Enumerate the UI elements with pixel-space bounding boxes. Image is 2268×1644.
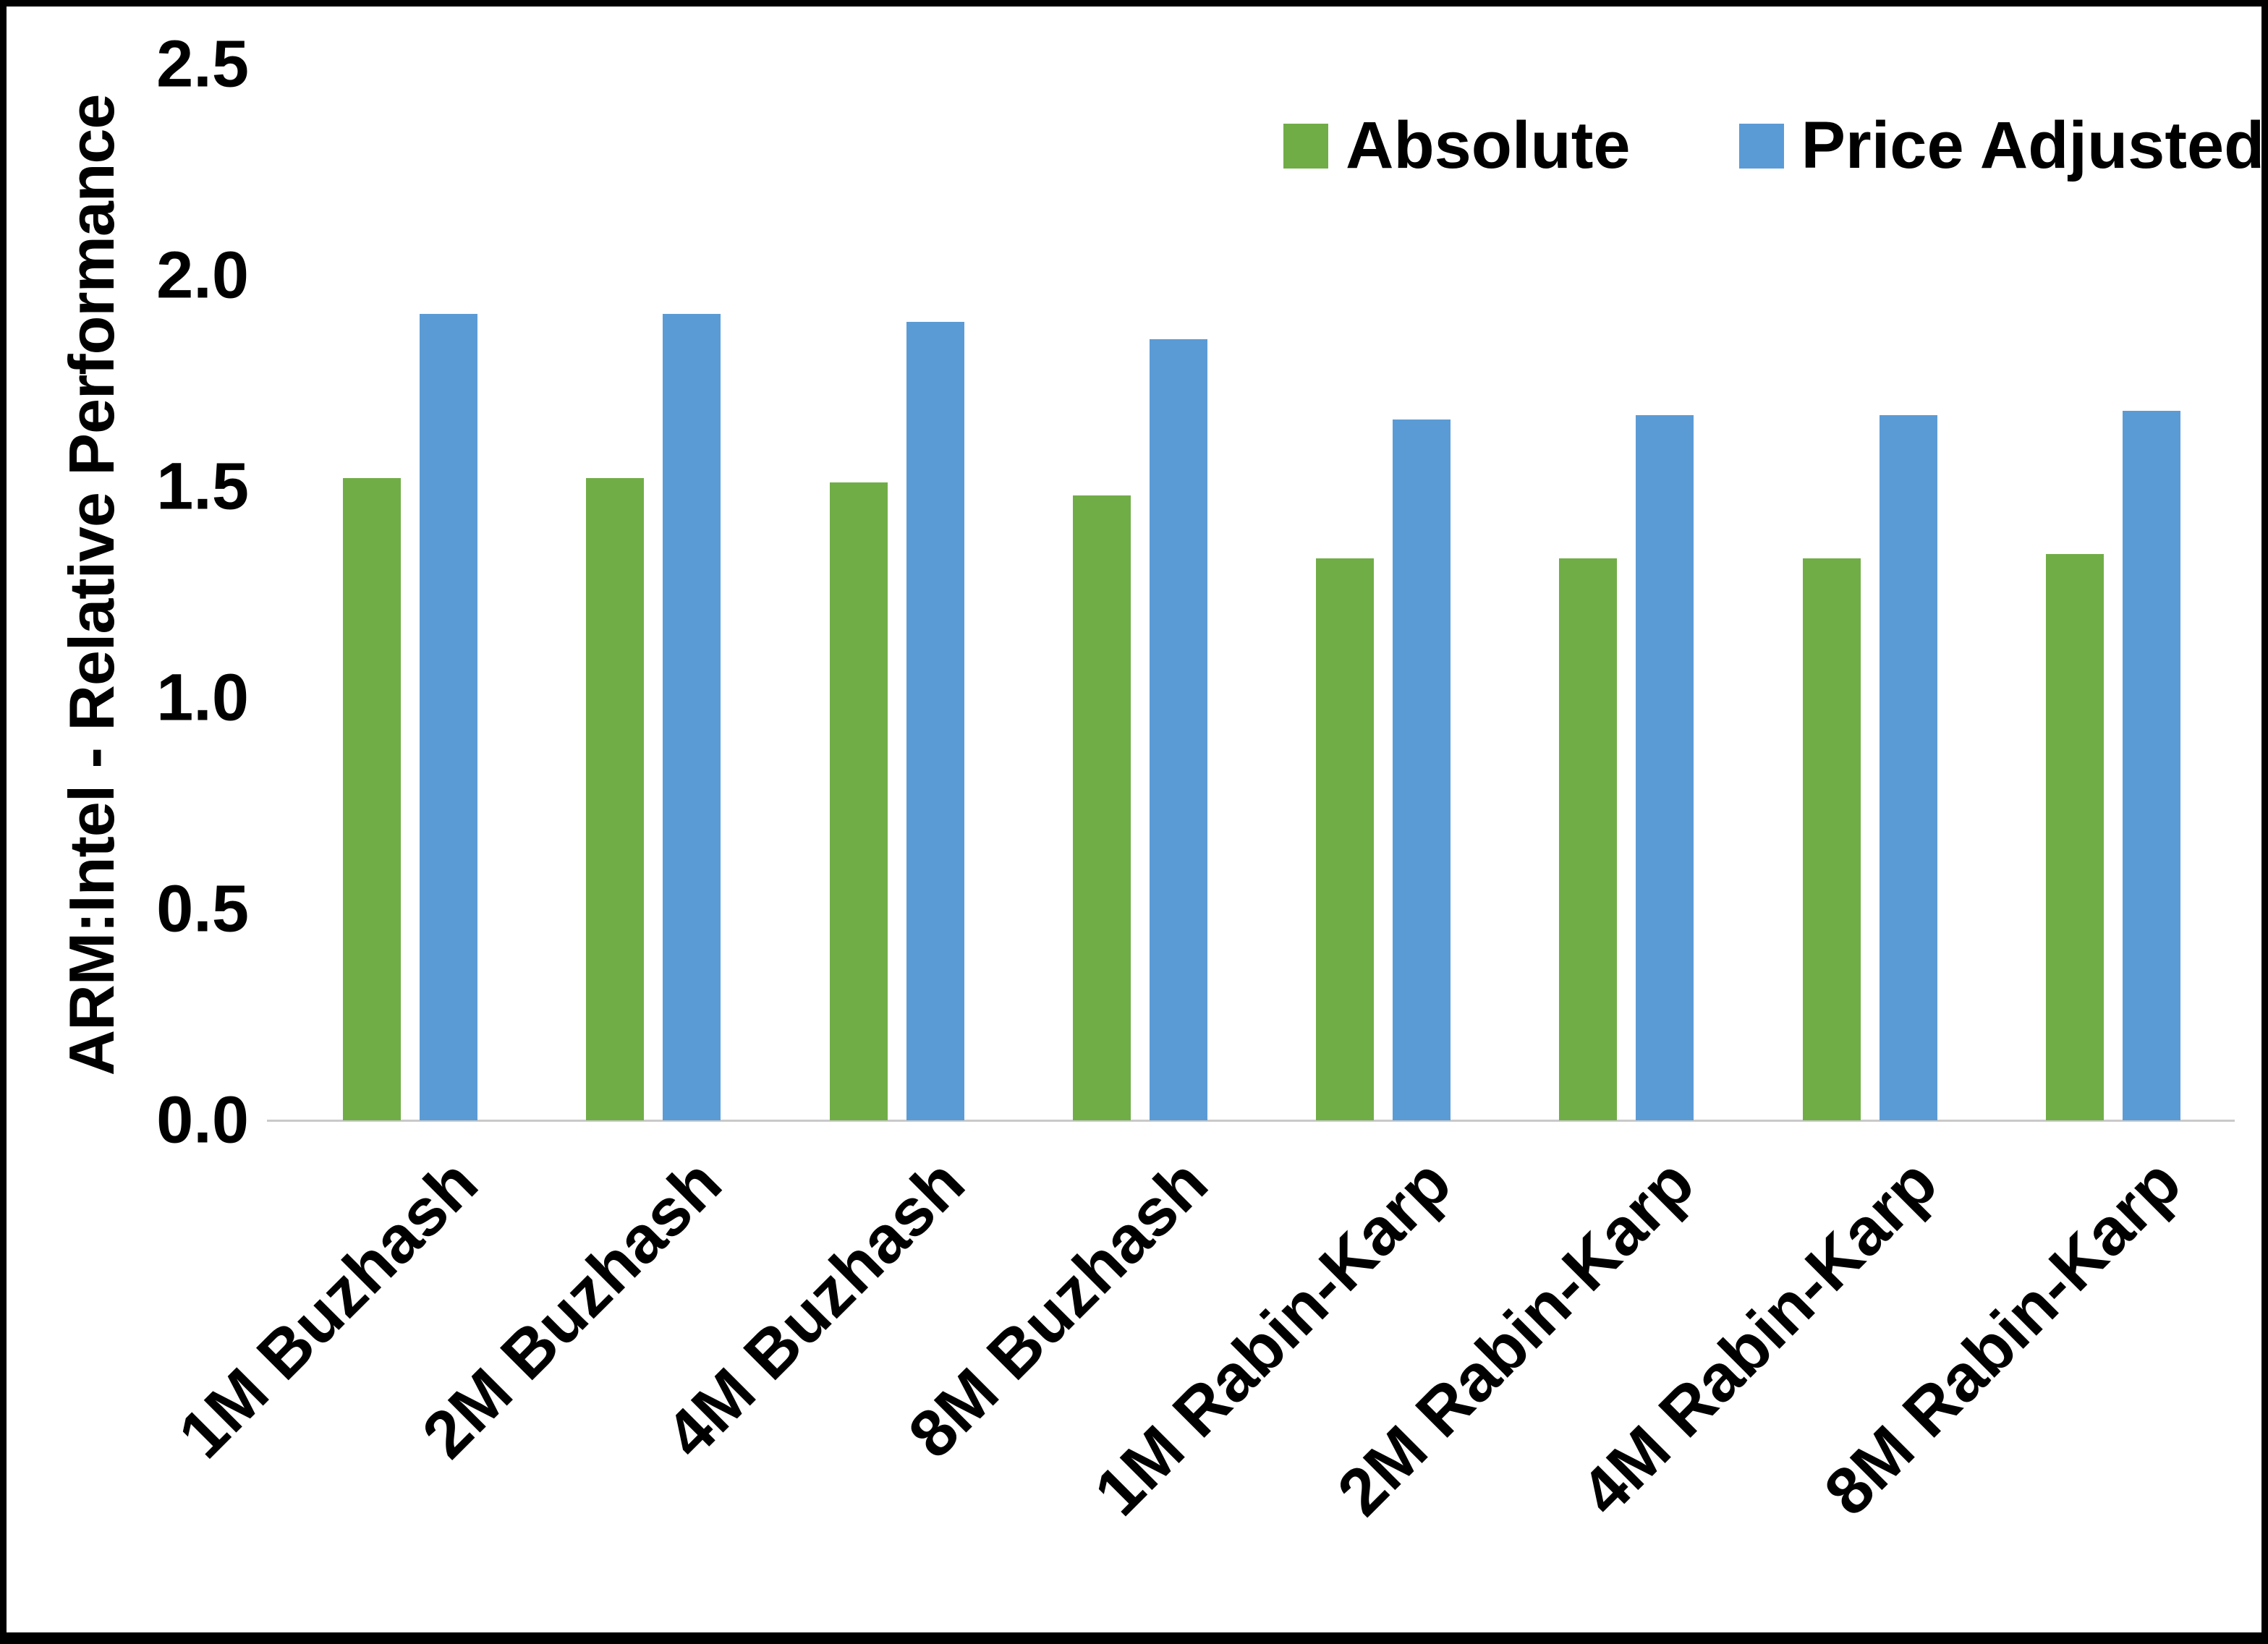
bar-absolute [829,482,888,1120]
y-tick-label: 1.5 [156,449,249,524]
bar-absolute [1559,558,1618,1120]
legend-item-price-adjusted: Price Adjusted [1738,108,2265,184]
y-tick-label: 0.5 [156,872,249,946]
bar-absolute [586,478,645,1120]
bar-price-adjusted [1879,414,1937,1120]
bar-absolute [1072,495,1131,1120]
legend-item-absolute: Absolute [1283,108,1631,184]
bar-price-adjusted [906,322,964,1120]
bar-price-adjusted [1149,338,1207,1120]
y-tick-label: 2.5 [156,27,249,101]
bar-absolute [1802,558,1861,1120]
y-tick-label: 2.0 [156,238,249,312]
bar-absolute [343,478,402,1120]
x-axis-line [267,1120,2235,1122]
x-axis-labels: 1M Buzhash 2M Buzhash 4M Buzhash 8M Buzhash… [165,1136,2235,1614]
legend-label: Price Adjusted [1801,108,2265,182]
bar-price-adjusted [1393,419,1451,1120]
legend: Absolute Price Adjusted [1283,108,2265,184]
legend-swatch-icon [1283,123,1328,169]
y-tick-label: 1.0 [156,660,249,735]
plot-area [267,64,2235,1122]
legend-label: Absolute [1346,108,1631,182]
bar-absolute [1316,558,1375,1120]
bar-price-adjusted [1636,414,1694,1120]
y-tick-label: 0.0 [156,1083,249,1157]
bar-price-adjusted [2122,410,2180,1120]
bar-price-adjusted [663,313,721,1120]
y-axis-ticks: 0.0 0.5 1.0 1.5 2.0 2.5 [7,27,249,1157]
legend-swatch-icon [1738,123,1784,169]
bar-price-adjusted [420,313,478,1120]
bar-absolute [2045,554,2104,1120]
